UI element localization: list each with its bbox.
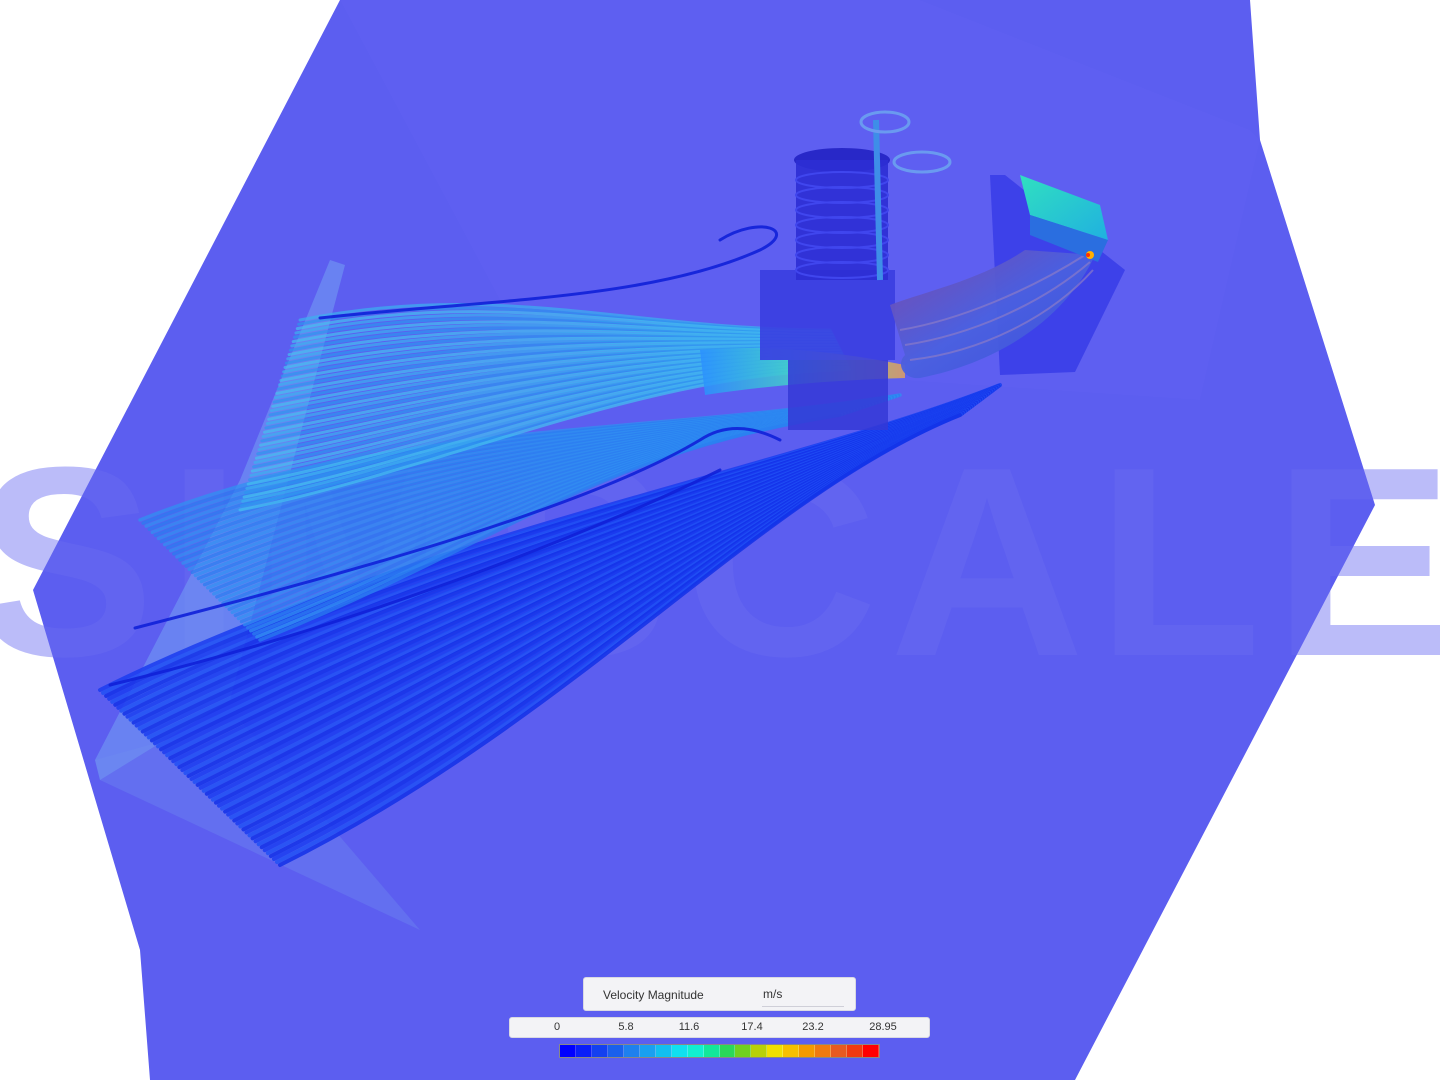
colorbar-segment — [767, 1045, 784, 1057]
streamline — [258, 413, 842, 642]
colorbar-segment — [655, 1045, 672, 1057]
colorbar-segment — [703, 1045, 720, 1057]
streamlines-group — [98, 225, 1002, 867]
streamline — [278, 413, 962, 867]
block-lower — [788, 360, 888, 430]
colorbar-segment — [671, 1045, 688, 1057]
colorbar-segment — [863, 1045, 880, 1057]
legend-tick: 5.8 — [618, 1021, 634, 1033]
colorbar-segment — [687, 1045, 704, 1057]
inlet-box-top — [1020, 175, 1108, 240]
colorbar-segment — [735, 1045, 752, 1057]
colorbar-segment — [847, 1045, 864, 1057]
legend-unit-selector[interactable]: m/s — [763, 987, 783, 1001]
streamline — [318, 225, 778, 320]
legend-tick: 28.95 — [869, 1021, 897, 1033]
colorbar-segment — [575, 1045, 592, 1057]
colorbar-segment — [719, 1045, 736, 1057]
legend-scale-box: 0 5.8 11.6 17.4 23.2 28.95 — [509, 1017, 930, 1038]
colorbar-segment — [751, 1045, 768, 1057]
duct-streaks — [899, 254, 1094, 361]
colorbar-segment — [783, 1045, 800, 1057]
colorbar-segment — [623, 1045, 640, 1057]
colorbar-segment — [560, 1045, 576, 1057]
curved-duct — [890, 250, 1095, 379]
colorbar-segment — [831, 1045, 848, 1057]
legend-tick: 17.4 — [741, 1021, 763, 1033]
colorbar-segment — [607, 1045, 624, 1057]
unit-underline — [762, 1006, 844, 1007]
streamline — [108, 468, 722, 687]
heat-sink-fins — [794, 110, 952, 281]
block-body — [760, 270, 895, 360]
legend-tick: 0 — [553, 1021, 561, 1033]
legend-tick: 11.6 — [678, 1021, 700, 1033]
colorbar-segment — [591, 1045, 608, 1057]
colorbar-segment — [815, 1045, 832, 1057]
legend-title-box: Velocity Magnitude m/s — [583, 977, 856, 1011]
legend-quantity-label: Velocity Magnitude — [603, 988, 704, 1002]
inlet-box-side — [1030, 215, 1108, 262]
colorbar-segment — [799, 1045, 816, 1057]
streamline — [133, 426, 782, 630]
colorbar-segment — [639, 1045, 656, 1057]
legend-colorbar — [559, 1044, 880, 1058]
legend-tick: 23.2 — [802, 1021, 824, 1033]
